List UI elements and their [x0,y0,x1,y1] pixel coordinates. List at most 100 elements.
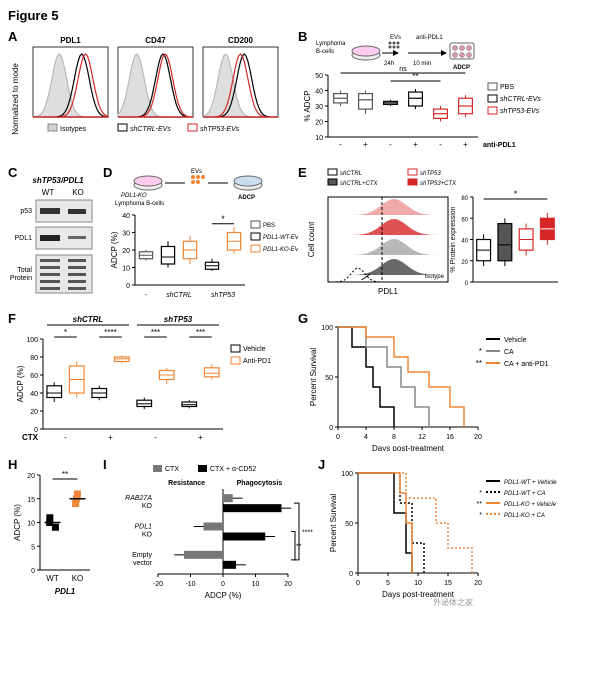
svg-text:Lymphoma B-cells: Lymphoma B-cells [115,201,164,207]
svg-text:80: 80 [30,355,38,362]
panel-g: G 050100048121620Percent SurvivalDays po… [298,311,588,451]
svg-text:16: 16 [446,434,454,441]
svg-text:KO: KO [142,532,153,539]
svg-text:RAB27A: RAB27A [125,495,152,502]
svg-text:PDL1: PDL1 [55,587,76,596]
svg-text:Isotype: Isotype [425,274,445,280]
svg-text:shTP53/PDL1: shTP53/PDL1 [32,176,84,185]
svg-text:shCTRL: shCTRL [166,292,192,299]
svg-text:50: 50 [325,375,333,382]
svg-text:-: - [389,140,392,149]
svg-text:Vehicle: Vehicle [504,337,527,344]
svg-text:shCTRL: shCTRL [340,171,362,177]
svg-text:Isotypes: Isotypes [60,126,87,133]
svg-text:***: *** [151,328,160,337]
svg-text:anti-PDL1: anti-PDL1 [416,35,443,41]
svg-text:PDL1: PDL1 [60,36,81,45]
svg-text:EVs: EVs [191,169,202,175]
svg-text:PDL1-KO: PDL1-KO [121,193,147,199]
svg-text:shCTRL: shCTRL [73,315,104,324]
svg-text:PDL1-WT-EVs: PDL1-WT-EVs [263,235,298,241]
svg-text:*: * [64,328,67,337]
svg-text:100: 100 [26,337,38,344]
svg-text:4: 4 [364,434,368,441]
svg-text:EVs: EVs [390,35,401,41]
svg-text:****: **** [104,328,116,337]
svg-text:Phagocytosis: Phagocytosis [237,480,283,487]
svg-text:40: 40 [30,391,38,398]
svg-text:CA + anti-PD1: CA + anti-PD1 [504,361,549,368]
svg-text:10 min: 10 min [413,61,431,67]
panel-e: E shCTRLshTP53shCTRL+CTXshTP53+CTXCell c… [298,165,588,305]
svg-text:PDL1-WT + Vehicle: PDL1-WT + Vehicle [504,480,557,486]
svg-text:anti-PDL1: anti-PDL1 [483,142,516,149]
svg-text:shTP53: shTP53 [164,315,193,324]
svg-text:20: 20 [27,473,35,480]
svg-text:***: *** [196,328,205,337]
svg-text:*: * [514,189,518,199]
svg-text:-: - [339,140,342,149]
svg-text:****: **** [302,530,313,537]
svg-text:40: 40 [315,89,323,96]
svg-text:0: 0 [356,580,360,587]
svg-text:20: 20 [30,409,38,416]
svg-text:CTX + α-CD52: CTX + α-CD52 [210,466,256,473]
panel-f-svg: 020406080100ADCP (%)shCTRLshTP53********… [8,311,298,451]
svg-text:+: + [463,140,468,149]
svg-text:0: 0 [349,571,353,578]
panel-i: I CTXCTX + α-CD52-20-1001020ADCP (%)Resi… [103,457,318,607]
panel-b-svg: LymphomaB-cellsEVs24hanti-PDL110 minADCP… [298,29,588,159]
svg-text:-: - [64,433,67,442]
svg-text:10: 10 [252,581,260,588]
svg-text:80: 80 [461,196,468,202]
svg-text:+: + [363,140,368,149]
panel-d: D PDL1-KOLymphoma B-cellsEVsADCP01020304… [103,165,298,305]
svg-text:PDL1: PDL1 [14,235,32,242]
panel-e-svg: shCTRLshTP53shCTRL+CTXshTP53+CTXCell cou… [298,165,588,305]
svg-text:0: 0 [329,425,333,432]
svg-text:10: 10 [414,580,422,587]
svg-text:shCTRL+CTX: shCTRL+CTX [340,181,379,187]
svg-text:% Protein expression: % Protein expression [450,206,457,272]
svg-text:shTP53: shTP53 [420,171,441,177]
svg-text:ADCP: ADCP [453,65,470,71]
svg-text:% ADCP: % ADCP [303,90,312,121]
svg-text:CD47: CD47 [145,36,166,45]
svg-text:10: 10 [27,521,35,528]
panel-a: A Normalized to modePDL1CD47CD200Isotype… [8,29,298,159]
svg-text:12: 12 [418,434,426,441]
svg-text:Vehicle: Vehicle [243,346,266,353]
svg-text:30: 30 [122,231,130,238]
svg-text:vector: vector [133,560,153,567]
svg-text:shTP53+CTX: shTP53+CTX [420,181,457,187]
svg-text:PBS: PBS [500,84,514,91]
svg-text:KO: KO [72,188,84,197]
svg-text:+: + [413,140,418,149]
svg-text:PDL1-KO + Vehicle: PDL1-KO + Vehicle [504,502,557,508]
svg-text:**: ** [412,72,418,81]
svg-text:20: 20 [474,580,482,587]
svg-text:WT: WT [42,188,55,197]
svg-text:CTX: CTX [165,466,179,473]
svg-text:shCTRL-EVs: shCTRL-EVs [130,126,171,133]
svg-text:PDL1-KO + CA: PDL1-KO + CA [504,513,545,519]
panel-j: J 05010005101520Percent SurvivalDays pos… [318,457,588,607]
svg-text:外泌体之家: 外泌体之家 [433,597,473,607]
svg-text:ADCP (%): ADCP (%) [205,591,242,600]
svg-text:**: ** [477,501,483,508]
svg-text:Normalized to mode: Normalized to mode [11,63,20,135]
panel-j-svg: 05010005101520Percent SurvivalDays post-… [318,457,588,607]
svg-text:-10: -10 [185,581,195,588]
svg-text:PDL1-KO-EVs: PDL1-KO-EVs [263,247,298,253]
svg-text:*: * [479,347,482,356]
svg-text:0: 0 [31,568,35,575]
svg-text:ADCP: ADCP [238,195,255,201]
svg-text:5: 5 [386,580,390,587]
svg-text:20: 20 [474,434,482,441]
svg-text:10: 10 [122,266,130,273]
panel-d-svg: PDL1-KOLymphoma B-cellsEVsADCP010203040A… [103,165,298,305]
svg-text:Percent Survival: Percent Survival [329,494,338,552]
svg-text:*: * [221,214,225,224]
svg-text:ADCP (%): ADCP (%) [13,504,22,541]
svg-text:8: 8 [392,434,396,441]
